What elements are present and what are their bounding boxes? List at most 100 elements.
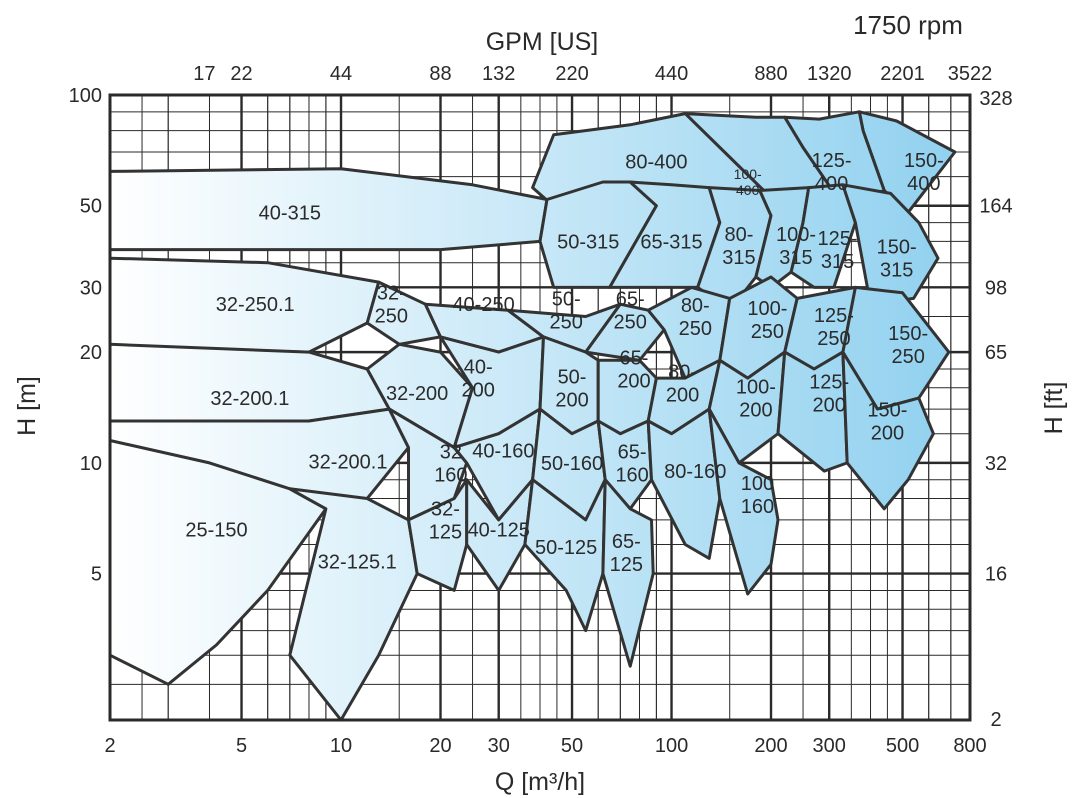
region-25-150 [108,439,328,686]
y-tick-label: 100 [69,85,102,107]
label-line: 32 [440,441,462,463]
label-line: 80-400 [625,151,687,173]
label-line: 50-160 [541,453,603,475]
region-50-125 [523,478,607,633]
label-line: 50-125 [535,537,597,559]
label-100-315: 100-315 [776,224,816,269]
label-line: 32-200.1 [309,451,388,473]
y-tick-label: 5 [91,564,102,586]
label-line: 315 [722,247,755,269]
label-line: 32-200.1 [210,388,289,410]
label-line: 200 [461,380,494,402]
gpm-tick-label: 44 [330,63,352,85]
label-line: 65- [616,289,645,311]
x-tick-label: 300 [813,735,846,757]
gpm-tick-label: 2201 [880,63,925,85]
region-150-200 [841,350,935,511]
ft-tick-label: 98 [985,277,1007,299]
label-line: 65- [618,441,647,463]
label-line: 32-125.1 [318,551,397,573]
label-125-250: 125-250 [814,305,854,350]
y-tick-label: 10 [80,453,102,475]
label-line: 40-160 [472,441,534,463]
label-line: 40-250 [452,294,514,316]
gpm-tick-label: 440 [655,63,688,85]
x-axis-ticks: 2 5 10 20 30 50 100 200 300 500 800 [104,735,986,757]
label-line: 250 [375,306,408,328]
y-tick-label: 50 [80,196,102,218]
label-line: 125 [610,554,643,576]
label-32-200: 32-200 [386,383,448,405]
label-line: 150- [877,237,917,259]
x-tick-label: 5 [236,735,247,757]
region-80-160 [646,407,722,560]
label-line: 80-160 [664,461,726,483]
label-25-150: 25-150 [185,519,247,541]
gpm-tick-label: 3522 [948,63,993,85]
label-80-250: 80-250 [679,295,712,340]
label-32-160: 32 160 [434,441,467,486]
gpm-tick-label: 88 [429,63,451,85]
label-line: 125- [814,305,854,327]
gpm-tick-label: 132 [482,63,515,85]
label-line: 160 [615,464,648,486]
x-axis-title: Q [m³/h] [495,768,585,796]
top-axis-title: GPM [US] [486,28,599,56]
label-65-125: 65-125 [610,531,643,576]
label-line: 160 [434,464,467,486]
label-line: 315 [821,251,854,273]
label-line: 50- [552,289,581,311]
right-axis-title: H [ft] [1040,382,1068,435]
label-line: 100- [736,377,776,399]
label-65-315: 65-315 [640,231,702,253]
x-tick-label: 50 [561,735,583,757]
y-axis-title: H [m] [13,376,41,436]
label-line: 50- [558,366,587,388]
label-100-200: 100-200 [736,377,776,422]
label-80-315: 80-315 [722,224,755,269]
label-125-315: 125-315 [818,228,858,273]
label-32-125.1: 32-125.1 [318,551,397,573]
label-line: 200 [813,394,846,416]
label-40-125: 40-125 [468,519,530,541]
region-40-315 [108,167,549,252]
x-tick-label: 200 [754,735,787,757]
label-line: 200 [739,400,772,422]
label-40-315: 40-315 [259,202,321,224]
y-tick-label: 30 [80,277,102,299]
ft-axis-ticks: 328 164 98 65 32 16 2 [979,88,1012,731]
label-line: 40- [464,357,493,379]
label-65-200: 65-200 [617,347,650,392]
label-line: 250 [614,312,647,334]
x-tick-label: 10 [330,735,352,757]
label-line: 125- [818,228,858,250]
x-tick-label: 20 [429,735,451,757]
x-tick-label: 800 [953,735,986,757]
label-line: 250 [549,312,582,334]
label-150-250: 150-250 [888,323,928,368]
label-line: 315 [880,260,913,282]
x-tick-label: 30 [488,735,510,757]
label-150-200: 150-200 [867,399,907,444]
label-100-400: 100-400 [734,166,762,198]
x-tick-label: 500 [886,735,919,757]
label-line: 50-315 [557,231,619,253]
label-40-250: 40-250 [452,294,514,316]
label-line: 32- [431,498,460,520]
label-line: 100- [776,224,816,246]
region-32-125.1 [288,487,419,722]
label-line: 100- [747,298,787,320]
label-line: 250 [817,328,850,350]
label-50-315: 50-315 [557,231,619,253]
ft-tick-label: 328 [979,88,1012,110]
region-32-250 [365,280,442,346]
label-line: 65- [612,531,641,553]
label-150-315: 150-315 [877,237,917,282]
label-line: 80- [668,361,697,383]
label-line: 125- [809,371,849,393]
label-40-200: 40-200 [461,357,494,402]
label-50-125: 50-125 [535,537,597,559]
ft-tick-label: 16 [985,564,1007,586]
label-line: 315 [779,247,812,269]
